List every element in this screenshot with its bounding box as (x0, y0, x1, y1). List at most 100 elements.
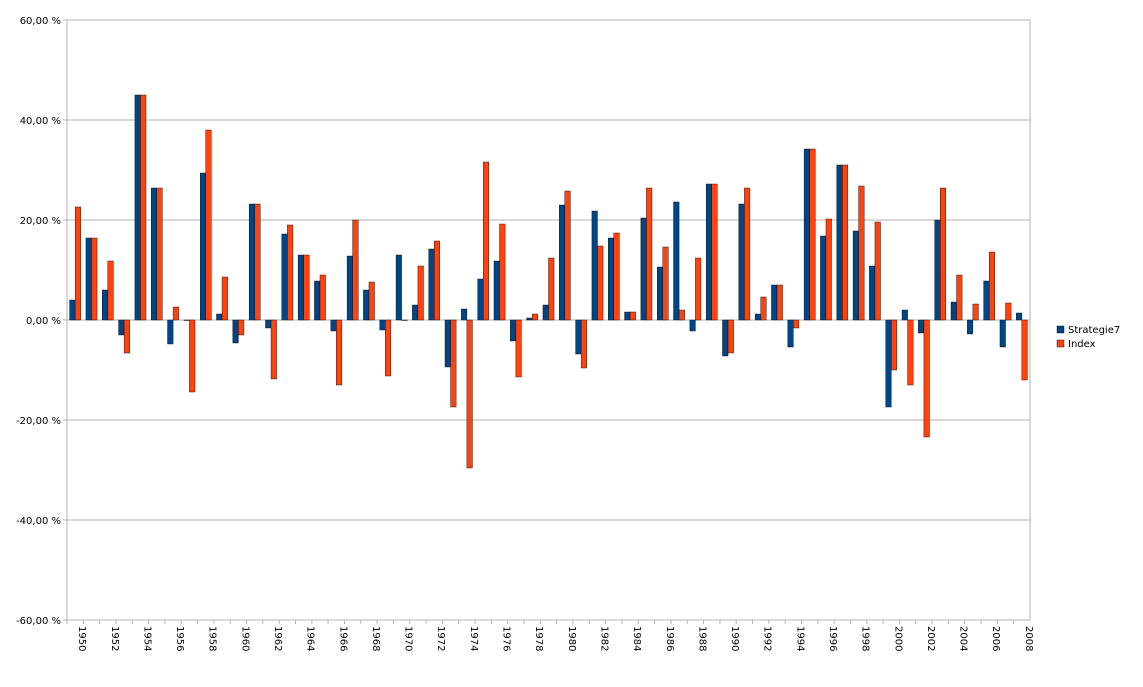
x-tick-label: 2000 (892, 626, 903, 651)
x-axis-ticks: 1950 1952 1954 1956 1958 1960 1962 1964 1966 1968… (76, 626, 1034, 651)
bar-index-1950 (74, 206, 81, 321)
x-tick-label: 1954 (141, 626, 152, 651)
x-tick-label: 1996 (827, 626, 838, 651)
bars (69, 94, 1028, 469)
bar-index-1982 (597, 245, 604, 321)
bar-strategie7-1996 (820, 235, 827, 321)
bar-index-1976 (499, 223, 506, 321)
bar-strategie7-1963 (281, 233, 288, 321)
bar-index-2003 (940, 187, 946, 321)
bar-index-1975 (483, 161, 489, 321)
bar-strategie7-2006 (983, 280, 990, 321)
bar-index-2007 (1005, 302, 1012, 321)
legend-label-index: Index (1068, 339, 1096, 350)
bar-index-1997 (842, 164, 849, 321)
bar-index-1967 (352, 219, 359, 321)
bar-index-1965 (319, 274, 326, 321)
bar-index-1993 (776, 284, 783, 321)
bar-index-1978 (531, 313, 538, 321)
bar-index-1990 (727, 319, 734, 354)
x-tick-label: 1968 (370, 626, 381, 651)
x-tick-label: 1978 (533, 626, 544, 651)
bar-index-1960 (238, 319, 245, 336)
y-tick-label: -60,00 % (16, 616, 61, 627)
bar-strategie7-1960 (232, 319, 239, 344)
bar-index-1995 (809, 148, 816, 321)
bar-strategie7-1971 (412, 304, 419, 321)
x-tick-label: 2006 (990, 626, 1001, 651)
bar-strategie7-1980 (559, 204, 566, 321)
bar-index-2001 (907, 319, 914, 386)
bar-strategie7-1985 (640, 217, 647, 321)
x-tick-label: 1990 (729, 626, 740, 651)
bar-index-1951 (91, 237, 98, 321)
x-tick-label: 1952 (109, 626, 120, 651)
y-tick-label: 20,00 % (20, 216, 61, 227)
x-tick-label: 1986 (664, 626, 675, 651)
bar-index-1973 (450, 319, 457, 408)
bar-index-1988 (695, 257, 702, 321)
y-tick-label: -40,00 % (16, 516, 61, 527)
bar-strategie7-1990 (722, 319, 729, 357)
bar-strategie7-1991 (738, 203, 745, 321)
bar-strategie7-2000 (885, 319, 892, 408)
x-tick-label: 1962 (272, 626, 283, 651)
x-tick-label: 1984 (631, 626, 642, 651)
bar-strategie7-1983 (608, 237, 614, 321)
bar-index-1970 (401, 319, 408, 321)
bar-strategie7-1952 (102, 289, 109, 321)
bar-strategie7-1970 (395, 254, 402, 321)
bar-strategie7-1982 (591, 210, 598, 321)
bar-strategie7-2004 (950, 301, 957, 321)
bar-strategie7-1954 (134, 94, 141, 321)
bar-strategie7-1969 (379, 319, 386, 331)
bar-index-1961 (254, 203, 261, 321)
bar-index-1989 (711, 183, 718, 321)
x-tick-label: 1988 (696, 626, 707, 651)
bar-index-1984 (629, 311, 636, 321)
bar-index-1992 (760, 296, 767, 321)
bar-index-1957 (189, 319, 196, 393)
bar-strategie7-1956 (167, 319, 174, 345)
y-axis-ticks: 60,00 % 40,00 % 20,00 % 0,00 % -20,00 % -40,0… (16, 16, 61, 627)
x-tick-label: 1950 (76, 626, 87, 651)
bar-index-1974 (466, 319, 473, 469)
y-tick-label: -20,00 % (16, 416, 61, 427)
x-tick-label: 1966 (337, 626, 348, 651)
bar-strategie7-1992 (754, 313, 761, 321)
bar-index-1998 (858, 185, 865, 321)
bar-strategie7-1974 (461, 308, 468, 321)
bar-strategie7-1999 (869, 265, 876, 321)
bar-strategie7-2002 (918, 319, 925, 334)
bar-strategie7-1957 (183, 319, 190, 321)
bar-strategie7-1994 (787, 319, 794, 348)
bar-strategie7-1962 (265, 319, 272, 329)
bar-strategie7-1978 (526, 317, 533, 321)
x-tick-label: 1982 (598, 626, 609, 651)
bar-index-1966 (336, 319, 343, 386)
bar-strategie7-1989 (705, 183, 712, 321)
bar-index-1991 (744, 187, 751, 321)
y-tick-label: 40,00 % (20, 116, 61, 127)
x-tick-label: 1994 (794, 626, 805, 651)
bar-index-1972 (434, 240, 440, 321)
bar-strategie7-1995 (803, 148, 810, 321)
bar-index-1952 (107, 260, 114, 321)
bar-index-1958 (205, 129, 212, 321)
x-tick-label: 1956 (174, 626, 185, 651)
legend-label-strategie7: Strategie7 (1068, 325, 1120, 336)
bar-index-1954 (140, 94, 147, 321)
bar-index-2005 (972, 303, 979, 321)
bar-strategie7-1967 (346, 255, 353, 321)
bar-strategie7-1968 (363, 289, 370, 321)
bar-strategie7-1961 (248, 203, 255, 321)
bar-strategie7-1959 (216, 313, 223, 321)
bar-strategie7-1997 (836, 164, 843, 321)
bar-strategie7-1955 (151, 187, 157, 321)
bar-index-1971 (417, 265, 424, 321)
bar-index-1996 (825, 218, 832, 321)
bar-index-1969 (385, 319, 392, 377)
bar-strategie7-1998 (852, 230, 859, 321)
y-tick-label: 0,00 % (26, 316, 61, 327)
x-tick-label: 1992 (762, 626, 773, 651)
